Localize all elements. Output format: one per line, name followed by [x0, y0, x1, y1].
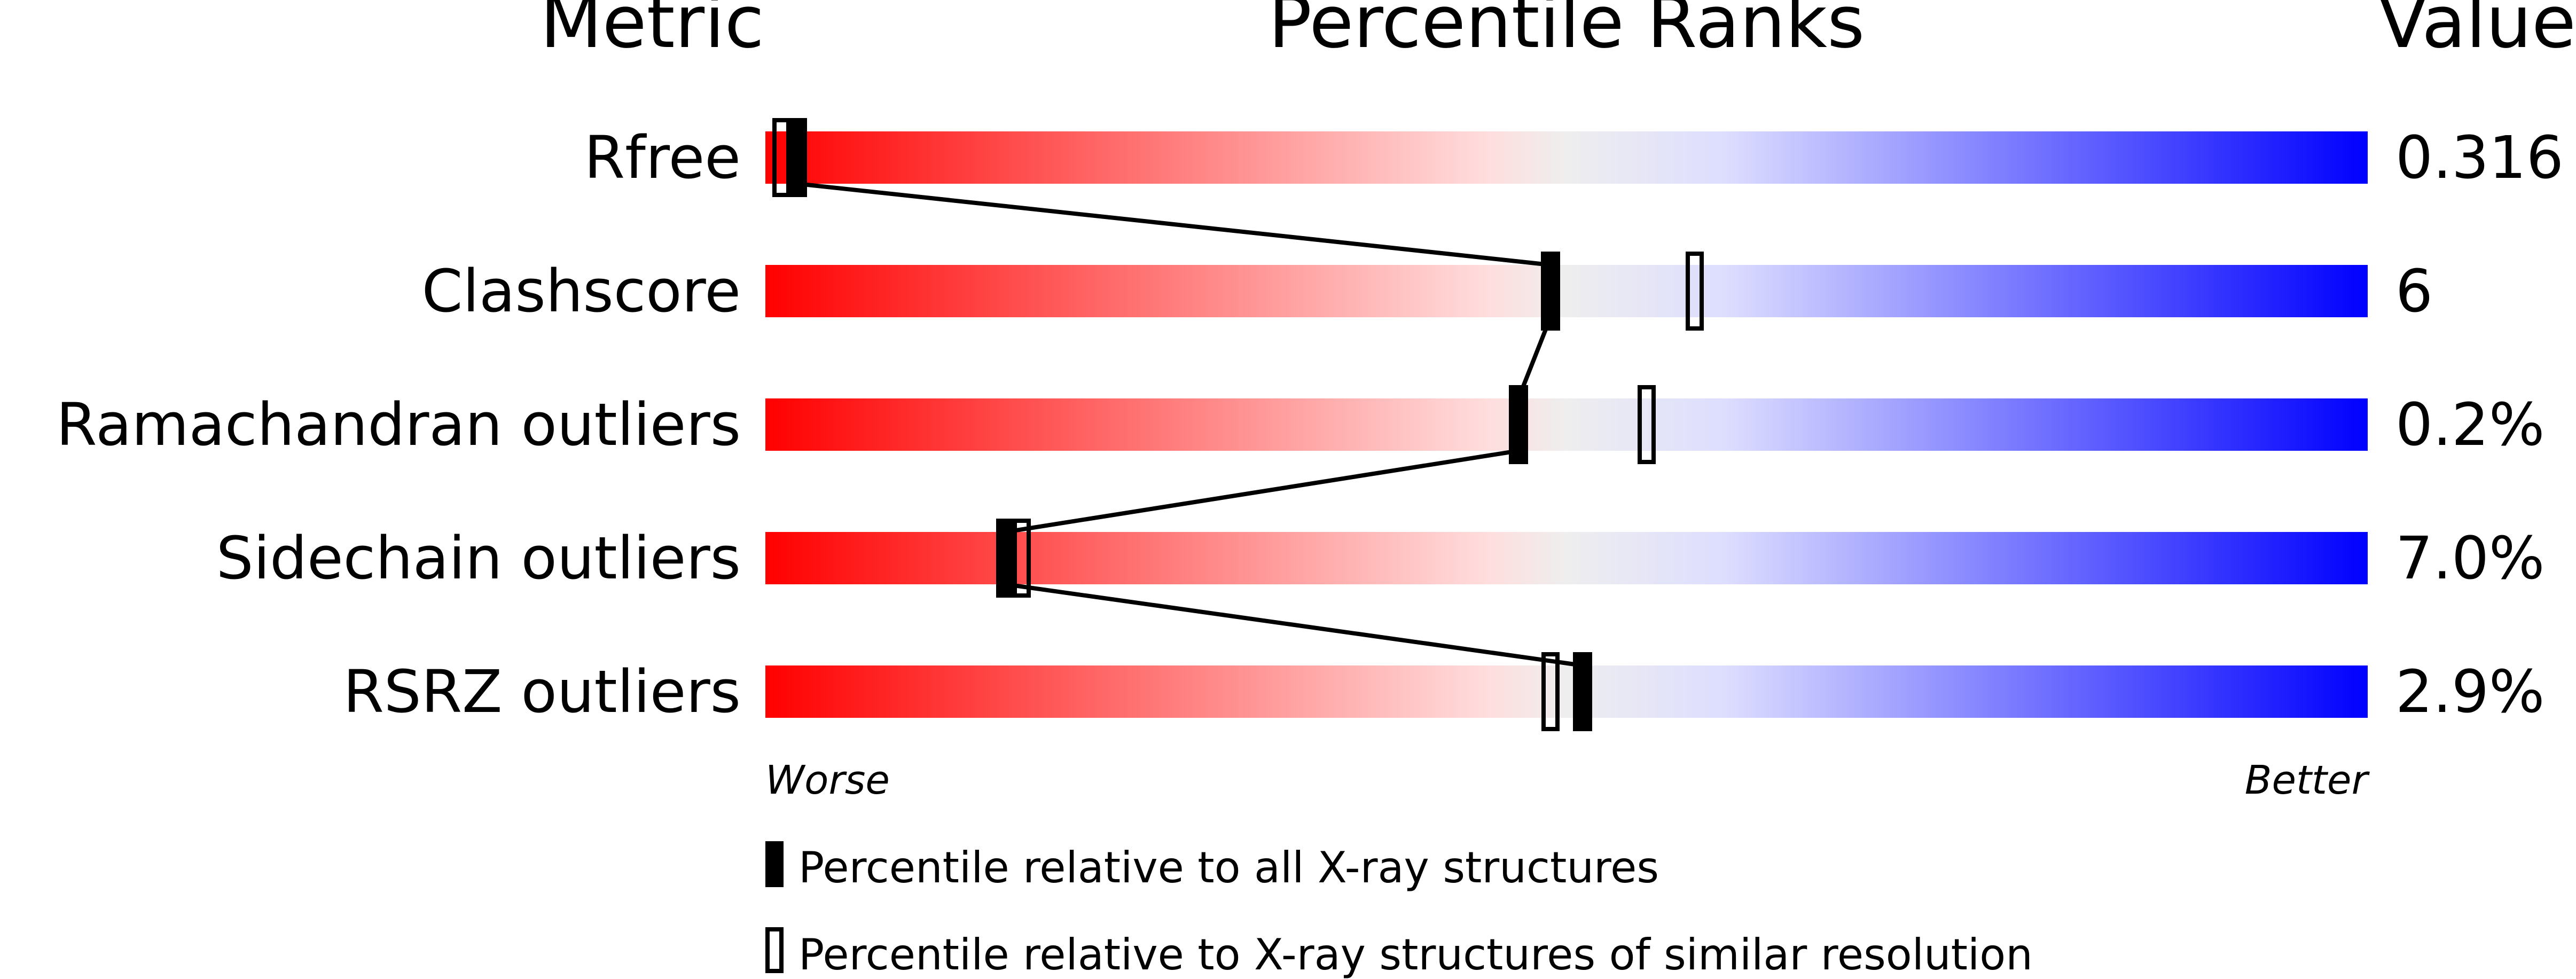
better-label: Better [2245, 757, 2370, 803]
metric-value: 0.316 [2395, 123, 2564, 192]
similar-resolution-marker [1541, 652, 1560, 731]
percentile-bar [765, 398, 2368, 451]
metric-value: 7.0% [2395, 524, 2544, 592]
percentile-bar [765, 265, 2368, 317]
metric-label: Clashscore [422, 257, 741, 325]
percentile-bar [765, 131, 2368, 184]
legend-all-label: Percentile relative to all X-ray structu… [798, 843, 1659, 892]
metric-label: RSRZ outliers [343, 657, 741, 726]
header-percentile-ranks: Percentile Ranks [1269, 0, 1865, 64]
metric-value: 2.9% [2395, 657, 2544, 726]
metric-label: Ramachandran outliers [56, 390, 741, 459]
metric-value: 0.2% [2395, 390, 2544, 459]
legend-similar-label: Percentile relative to X-ray structures … [798, 930, 2033, 979]
connector-line [1005, 582, 1583, 668]
similar-resolution-marker [1686, 252, 1704, 331]
metric-label: Sidechain outliers [216, 524, 741, 592]
header-value: Value [2378, 0, 2576, 64]
legend-all-marker [765, 841, 784, 887]
metric-label: Rfree [584, 123, 741, 192]
metric-value: 6 [2395, 257, 2433, 325]
legend-similar-marker [765, 927, 784, 973]
all-structures-marker [788, 118, 807, 197]
header-metric: Metric [540, 0, 764, 64]
percentile-bar [765, 532, 2368, 584]
connector-line [797, 182, 1551, 267]
connector-line [1005, 449, 1519, 534]
similar-resolution-marker [1638, 385, 1656, 464]
all-structures-marker [996, 519, 1015, 598]
all-structures-marker [1541, 252, 1560, 331]
worse-label: Worse [765, 757, 890, 803]
connector-line [1516, 316, 1553, 400]
all-structures-marker [1573, 652, 1592, 731]
all-structures-marker [1509, 385, 1528, 464]
percentile-bar [765, 665, 2368, 718]
